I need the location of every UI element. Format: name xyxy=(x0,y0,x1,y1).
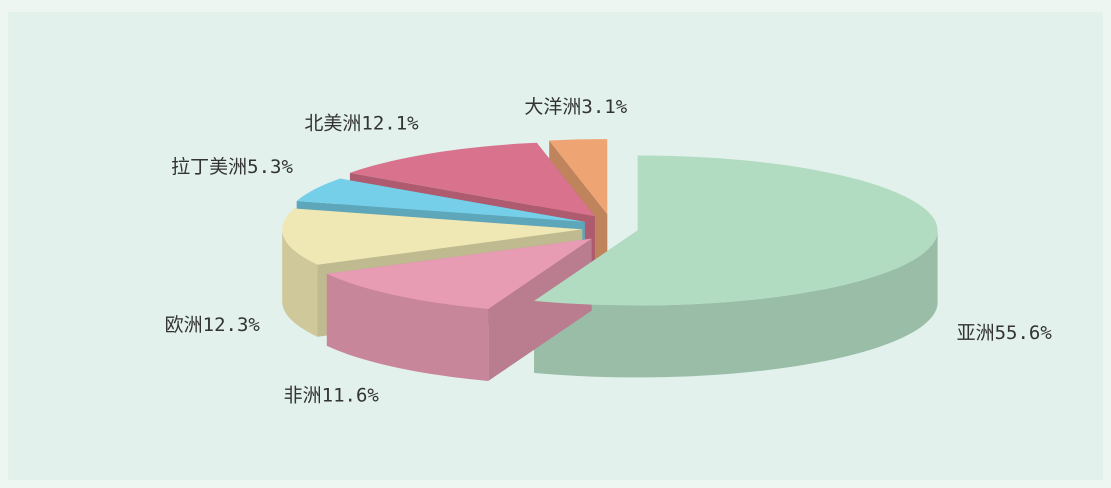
category-name: 大洋洲 xyxy=(524,95,581,117)
slice-outer-side xyxy=(282,229,318,337)
category-name: 北美洲 xyxy=(304,112,361,134)
slice-outer-side xyxy=(534,230,938,378)
category-name: 欧洲 xyxy=(165,314,203,336)
data-label: 亚洲55.6% xyxy=(957,321,1053,343)
value-label: 5.3% xyxy=(247,156,293,178)
category-name: 拉丁美洲 xyxy=(171,156,247,178)
value-label: 3.1% xyxy=(581,95,627,117)
value-label: 11.6% xyxy=(322,384,380,406)
slice xyxy=(534,155,938,306)
data-label: 非洲11.6% xyxy=(284,384,380,406)
category-name: 非洲 xyxy=(284,384,322,406)
slice xyxy=(296,178,585,222)
slice xyxy=(349,142,595,217)
data-label: 欧洲12.3% xyxy=(165,314,261,336)
data-label: 拉丁美洲5.3% xyxy=(171,156,293,178)
category-name: 亚洲 xyxy=(957,321,995,343)
value-label: 12.1% xyxy=(361,112,419,134)
data-label: 北美洲12.1% xyxy=(304,112,419,134)
value-label: 55.6% xyxy=(995,321,1053,343)
value-label: 12.3% xyxy=(203,314,261,336)
slice xyxy=(326,238,592,309)
slice xyxy=(282,208,583,265)
slice xyxy=(549,139,608,215)
slice-outer-side xyxy=(326,273,489,381)
data-label: 大洋洲3.1% xyxy=(524,95,627,117)
